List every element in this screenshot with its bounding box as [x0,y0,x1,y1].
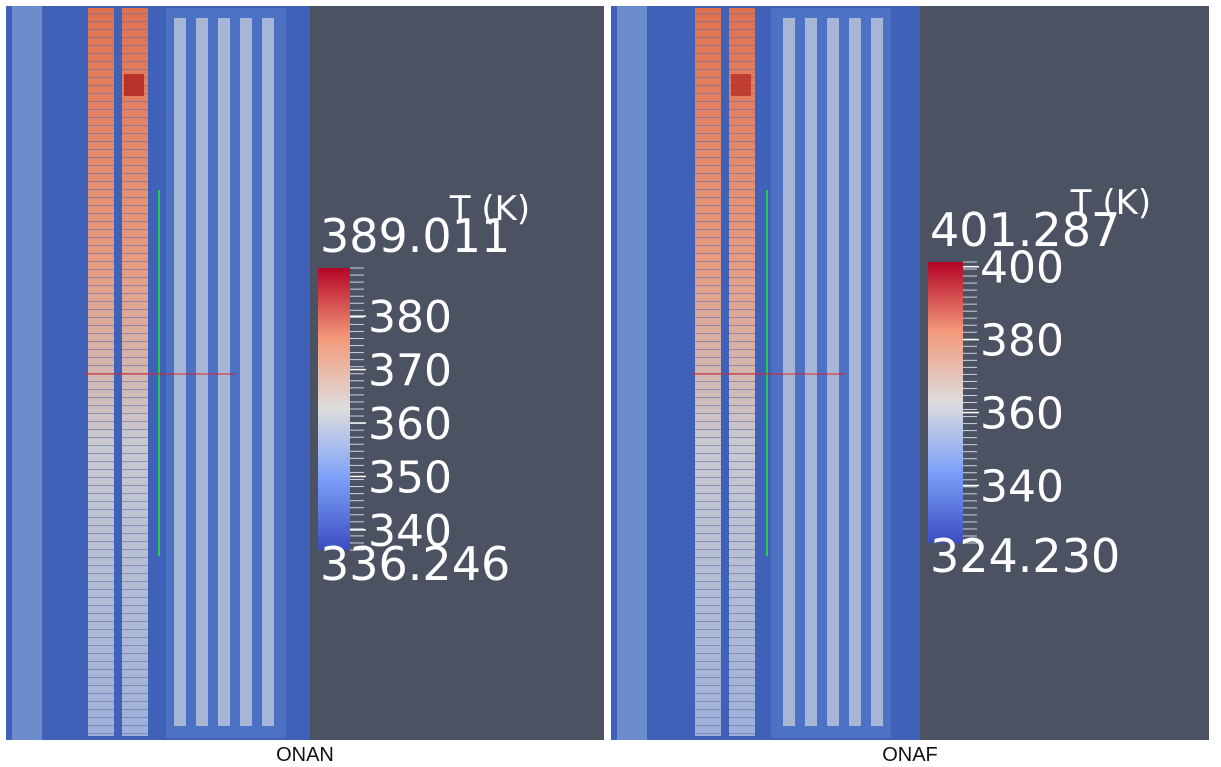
outer-wall [617,6,647,740]
duct-strip [805,18,817,726]
colorbar [318,268,350,550]
tick-label: 400 [980,243,1064,294]
duct-strip [871,18,883,726]
duct-strip [196,18,208,726]
duct-strip [174,18,186,726]
duct-strip [262,18,274,726]
caption: ONAN [276,744,334,766]
colorbar-title: T (K) [1070,183,1151,223]
duct-strip [827,18,839,726]
outer-wall [12,6,42,740]
colorbar-min: 336.246 [320,537,510,591]
duct-strip [240,18,252,726]
coil-cells [88,8,114,736]
caption: ONAF [882,744,938,766]
tick-label: 360 [980,389,1064,440]
colorbar-min: 324.230 [930,529,1120,583]
hot-spot [731,74,751,96]
tick-label: 350 [368,452,452,503]
tick-label: 380 [368,292,452,343]
duct-strip [849,18,861,726]
duct-strip [783,18,795,726]
tick-label: 360 [368,399,452,450]
coil-cells [122,8,148,736]
tick-label: 380 [980,316,1064,367]
coil-cells [695,8,721,736]
duct-strip [218,18,230,726]
colorbar-max: 401.287 [930,203,1120,257]
tick-label: 370 [368,346,452,397]
colorbar-max: 389.011 [320,209,510,263]
colorbar-title: T (K) [449,189,530,229]
tick-label: 340 [368,506,452,557]
colorbar [928,262,963,543]
hot-spot [124,74,144,96]
coil-cells [729,8,755,736]
panel-onaf: T (K)401.287 324.230 340 360 380 400 [611,6,1209,740]
tick-label: 340 [980,461,1064,512]
